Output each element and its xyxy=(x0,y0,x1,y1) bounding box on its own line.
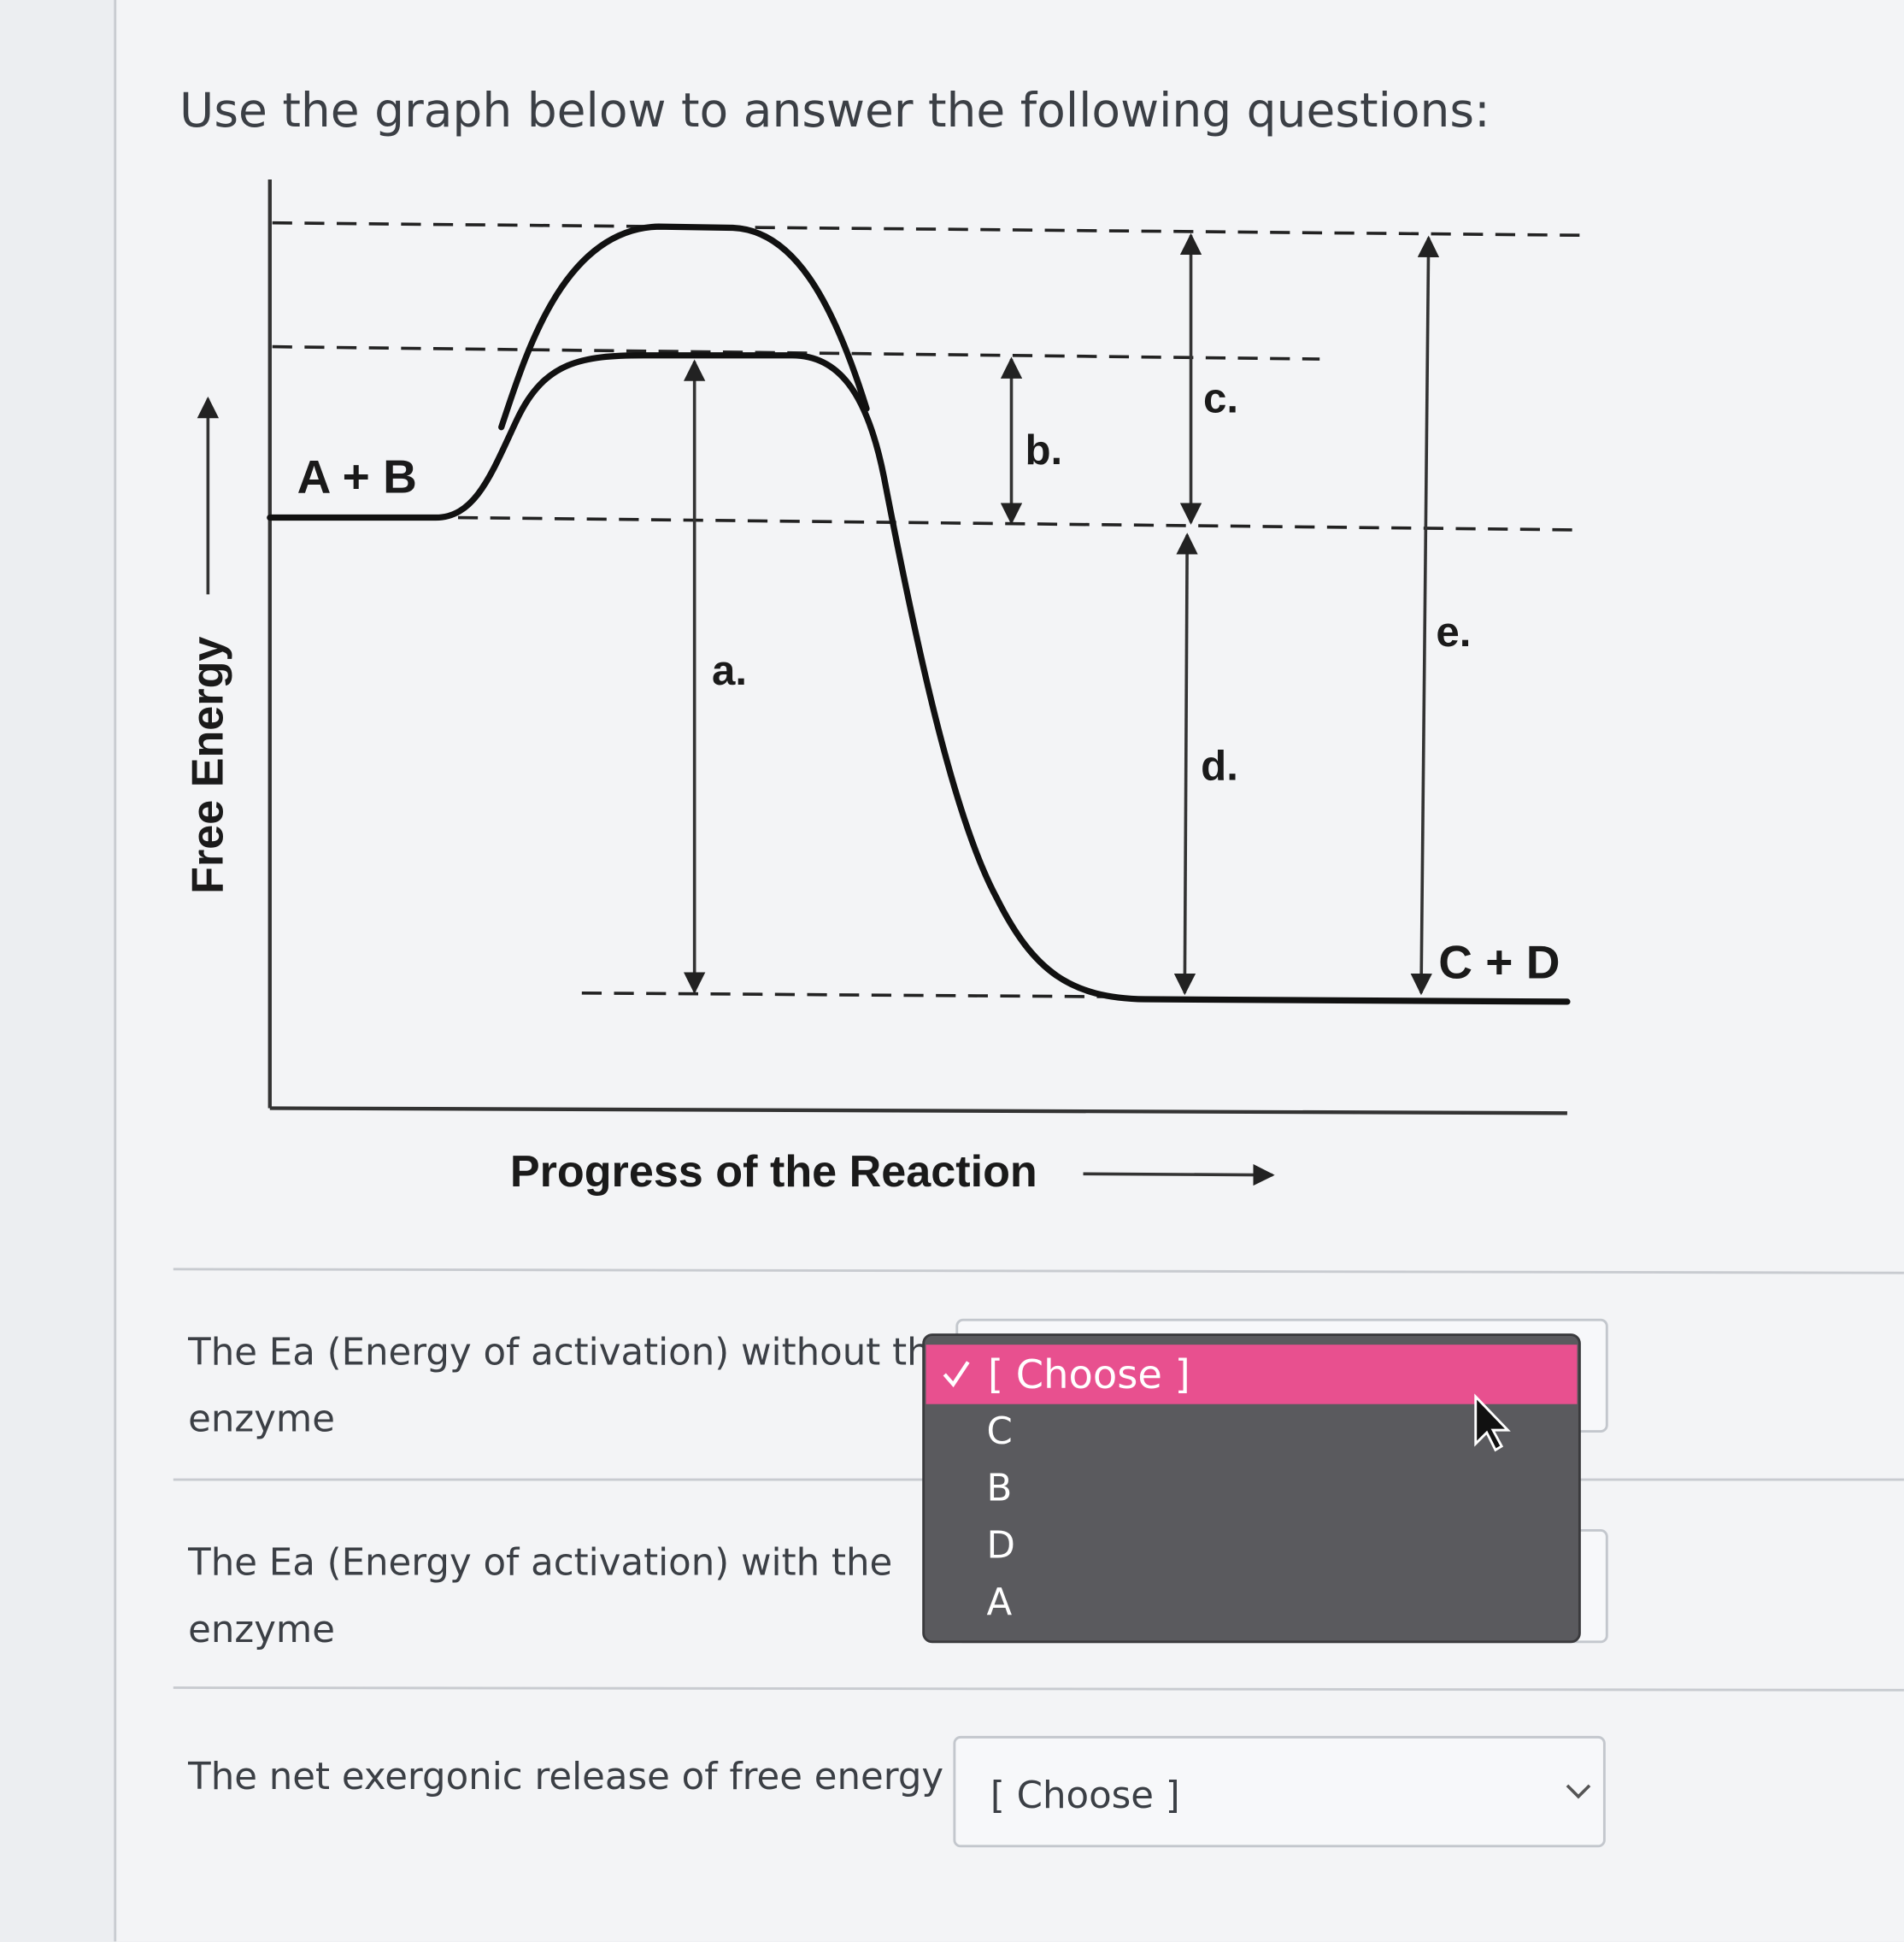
answer-select[interactable] xyxy=(953,1735,1606,1848)
marker-label: d. xyxy=(1201,743,1238,790)
x-axis xyxy=(269,1106,1567,1115)
question-prompt: The Ea (Energy of activation) without th… xyxy=(187,1331,953,1374)
instruction: Use the graph below to answer the follow… xyxy=(179,83,1490,138)
menu-option[interactable]: C xyxy=(987,1410,1013,1453)
products-label: C + D xyxy=(1438,935,1560,988)
menu-option[interactable]: A xyxy=(987,1581,1013,1624)
question-prompt: The net exergonic release of free energy xyxy=(187,1756,943,1798)
marker-label: a. xyxy=(712,647,747,694)
x-axis-label: Progress of the Reaction xyxy=(510,1147,1037,1197)
menu-option[interactable]: [ Choose ] xyxy=(988,1351,1190,1398)
menu-option[interactable]: B xyxy=(987,1468,1013,1510)
menu-option[interactable]: D xyxy=(987,1524,1015,1567)
check-mark xyxy=(943,1361,970,1388)
dashed-level xyxy=(581,991,1114,998)
arrow-e xyxy=(1410,235,1440,996)
y-axis-label: Free Energy xyxy=(184,637,233,894)
reactants-label: A + B xyxy=(297,450,417,503)
arrow-d xyxy=(1173,533,1198,996)
question-prompt: The Ea (Energy of activation) with the xyxy=(187,1542,892,1585)
marker-label: c. xyxy=(1203,374,1238,421)
content-panel xyxy=(115,0,1904,1942)
marker-label: b. xyxy=(1025,427,1062,474)
dashed-level xyxy=(272,221,1580,238)
separator xyxy=(173,1686,1904,1692)
marker-label: e. xyxy=(1436,609,1471,656)
question-prompt: enzyme xyxy=(188,1398,335,1441)
dropdown-menu: [ Choose ] C B D A xyxy=(922,1333,1581,1644)
catalyzed-curve xyxy=(267,352,1571,1005)
separator xyxy=(173,1268,1904,1274)
uncatalyzed-curve xyxy=(498,223,870,431)
energy-diagram: a. b. c. d. e. A + B C + D Free Energy P… xyxy=(184,179,1580,1197)
highlighted-option[interactable] xyxy=(926,1345,1578,1404)
question-prompt: enzyme xyxy=(188,1609,335,1651)
menu-panel xyxy=(922,1333,1581,1644)
select-chevron xyxy=(1566,1784,1591,1799)
select-value[interactable]: [ Choose ] xyxy=(990,1774,1180,1817)
mouse-cursor xyxy=(1474,1393,1511,1452)
